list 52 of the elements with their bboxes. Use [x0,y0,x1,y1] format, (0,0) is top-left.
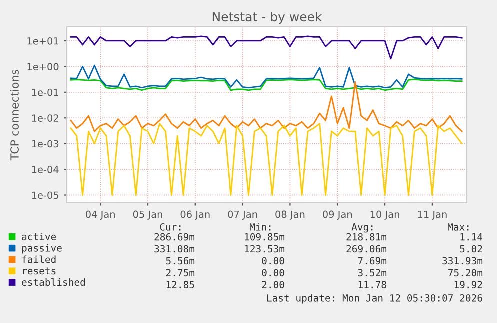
text: 2.75m [166,269,195,277]
legend-label: active [22,232,56,240]
text: 1.14 [460,234,483,241]
text: 5.02 [460,245,482,253]
y-tick-label: 1e-03 [32,140,59,148]
y-tick-label: 1e-02 [32,114,58,122]
text: 3.52m [358,269,387,277]
x-tick-label: 09 Jan [323,210,352,220]
text: 331.08m [154,245,195,253]
line-series [70,123,463,196]
text: 5.56m [166,257,195,265]
x-tick-label: 05 Jan [133,210,162,220]
legend-label: established [22,278,86,286]
text: Max: [448,224,469,231]
text: 123.53m [245,245,285,253]
chart-title: Netstat - by week [212,12,322,24]
x-tick-label: 11 Jan [418,210,447,220]
text: Last update: Mon Jan 12 05:30:07 2026 [267,294,482,304]
text: 286.69m [154,233,195,241]
x-tick-label: 06 Jan [180,210,210,220]
text: 331.93m [442,257,483,265]
text: 218.81m [346,233,387,241]
text: 109.85m [245,233,285,241]
text: 11.78 [358,281,386,289]
text: 7.69m [358,257,387,265]
y-tick-label: 1e-05 [32,192,59,200]
line-series [70,81,463,132]
line-series [70,78,463,92]
legend-label: resets [23,268,56,275]
y-axis-title: TCP connections [10,70,19,161]
legend-label: failed [22,256,56,264]
text: 269.06m [346,245,387,253]
x-tick-label: 08 Jan [276,210,305,220]
text: 0.00 [262,257,284,265]
line-series [70,64,463,89]
y-tick-label: 1e+01 [28,37,58,45]
text: 0.00 [262,269,284,277]
text: 75.20m [448,269,483,277]
x-tick-label: 04 Jan [86,210,115,220]
text: 2.00 [262,281,284,289]
legend-label: passive [22,244,62,254]
line-series [70,36,463,60]
y-tick-label: 1e-01 [32,88,58,96]
y-tick-label: 1e+00 [28,63,59,71]
text: Cur: [160,223,181,231]
text: Avg: [352,224,373,233]
text: Min: [250,223,271,231]
x-tick-label: 07 Jan [228,210,258,220]
text: 19.92 [454,281,482,289]
text: 12.85 [166,281,194,289]
y-tick-label: 1e-04 [32,166,59,174]
x-tick-label: 10 Jan [370,210,400,220]
